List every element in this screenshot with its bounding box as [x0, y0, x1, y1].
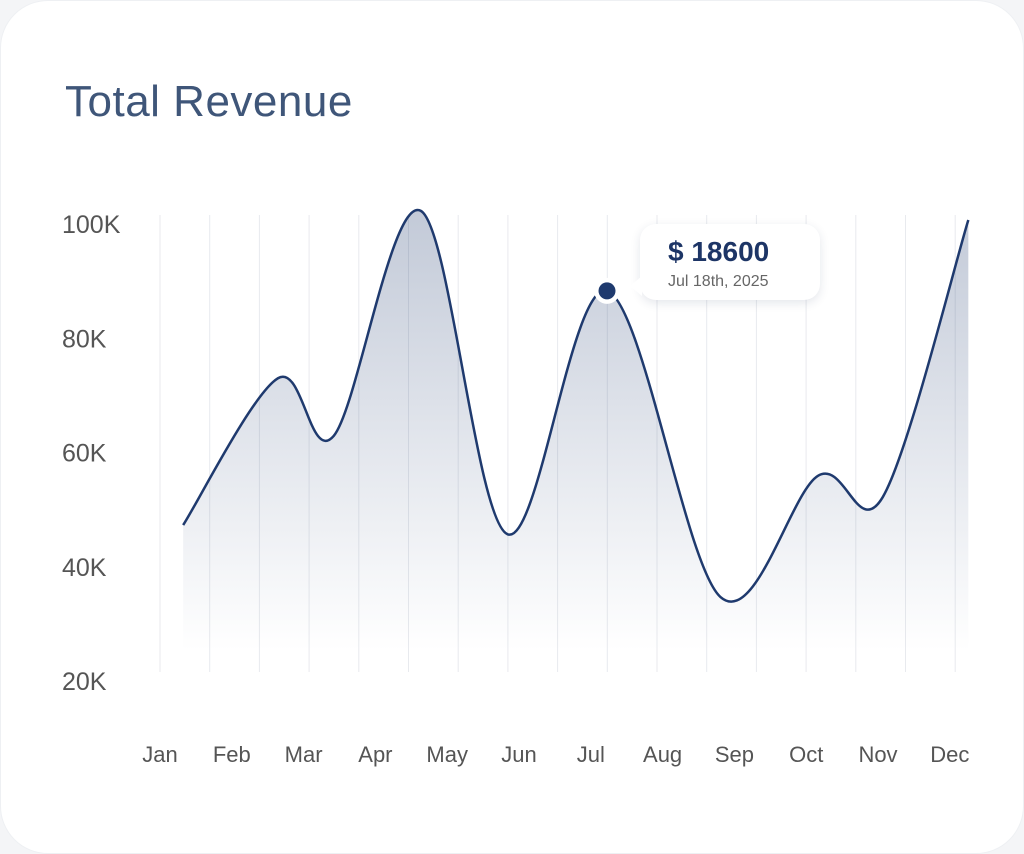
x-tick-label: Nov: [858, 742, 897, 767]
tooltip-date: Jul 18th, 2025: [668, 273, 769, 290]
highlight-point[interactable]: [598, 282, 616, 300]
y-tick-label: 60K: [62, 440, 107, 468]
chart-title: Total Revenue: [65, 77, 353, 126]
tooltip: $ 18600 Jul 18th, 2025: [630, 224, 820, 300]
x-tick-label: Aug: [643, 742, 682, 767]
x-tick-label: May: [426, 742, 468, 767]
y-tick-label: 20K: [62, 668, 107, 696]
x-tick-label: Dec: [930, 742, 969, 767]
y-tick-label: 40K: [62, 554, 107, 582]
x-tick-label: Jun: [501, 742, 536, 767]
x-tick-label: Jan: [142, 742, 177, 767]
revenue-line: [182, 209, 970, 603]
y-tick-label: 80K: [62, 325, 107, 353]
area-fill: [183, 209, 969, 651]
x-tick-label: Jul: [577, 742, 605, 767]
x-tick-label: Sep: [715, 742, 754, 767]
x-tick-label: Feb: [213, 742, 251, 767]
x-tick-label: Oct: [789, 742, 823, 767]
y-tick-label: 100K: [62, 211, 121, 239]
x-tick-label: Mar: [285, 742, 323, 767]
tooltip-value: $ 18600: [668, 236, 770, 267]
x-tick-label: Apr: [358, 742, 392, 767]
